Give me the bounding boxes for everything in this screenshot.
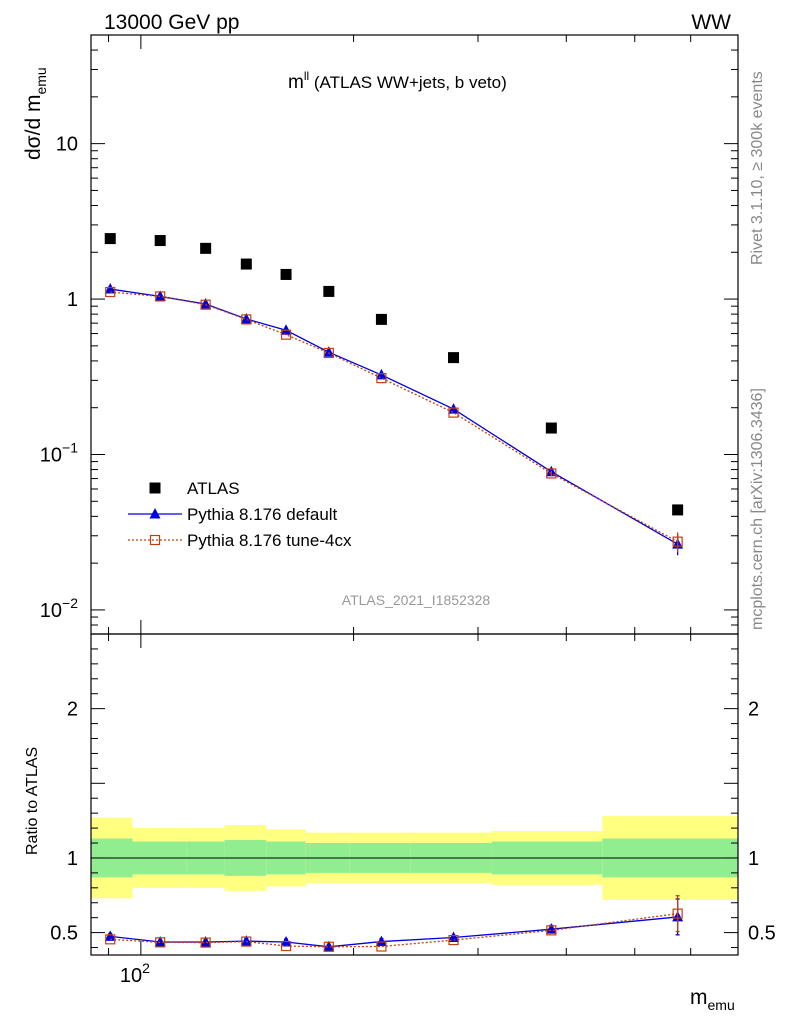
pythia-8-176-tune-4cx-point [323,347,334,359]
pythia-8-176-default-ratio-point [448,931,460,943]
axes [90,34,739,956]
y-tick-label: 10−1 [40,439,78,466]
ratio-plot-series [104,895,684,952]
rivet-version-label: Rivet 3.1.10, ≥ 300k events [749,71,766,265]
legend-marker-atlas [149,482,161,494]
ratio-tick-label-left: 2 [67,699,78,721]
legend-label-pythia-8-176-tune-4cx: Pythia 8.176 tune-4cx [187,531,352,550]
pythia-8-176-default-point [200,297,212,309]
pythia-8-176-default-point [323,346,335,357]
pythia-8-176-tune-4cx-point [448,407,459,418]
pythia-8-176-default-ratio-point [240,935,252,946]
atlas-point [240,258,252,270]
ratio-tick-label-left: 0.5 [50,923,78,945]
x-axis-label: memu [690,986,735,1013]
pythia-8-176-tune-4cx-point [155,291,166,302]
pythia-8-176-tune-4cx-ratio-point [241,936,252,947]
atlas-point [154,235,166,247]
ratio-tick-label-left: 1 [67,848,78,870]
legend-label-atlas: ATLAS [187,479,240,498]
main-plot-series [104,233,684,556]
atlas-point [545,422,557,434]
pythia-8-176-default-ratio-point [200,936,212,947]
pythia-8-176-tune-4cx-point [672,536,683,547]
x-tick-label: 102 [120,960,150,987]
pythia-8-176-default-ratio-point [545,923,557,934]
analysis-id-label: ATLAS_2021_I1852328 [342,592,491,608]
pythia-8-176-default-point [240,312,252,324]
atlas-point [672,504,684,516]
pythia-8-176-tune-4cx-line [110,291,678,543]
pythia-8-176-default-point [154,290,166,301]
pythia-8-176-tune-4cx-ratio-point [546,925,557,936]
pythia-8-176-tune-4cx-ratio-line [110,912,678,948]
pythia-8-176-tune-4cx-point [241,314,252,325]
pythia-8-176-tune-4cx-point [105,286,116,298]
pythia-8-176-default-ratio-point [154,936,166,947]
atlas-point [448,352,460,364]
pythia-8-176-tune-4cx-ratio-point [280,940,292,952]
pythia-8-176-tune-4cx-ratio-point [672,908,683,919]
pythia-8-176-tune-4cx-ratio-point [105,934,116,945]
mcplots-source-label: mcplots.cern.ch [arXiv:1306.3436] [749,388,766,630]
y-tick-label: 1 [67,289,78,311]
pythia-8-176-tune-4cx-ratio-point [448,934,459,946]
ratio-plot-frame [90,633,739,956]
legend-marker-pythia-8-176-default [149,508,161,519]
atlas-point [280,268,292,280]
ratio-tick-label-right: 2 [748,699,759,721]
atlas-point [323,285,335,297]
pythia-8-176-tune-4cx-point [376,373,387,384]
legend-label-pythia-8-176-default: Pythia 8.176 default [187,505,338,524]
pythia-8-176-tune-4cx-point [280,329,292,340]
pythia-8-176-default-ratio-point [104,930,116,941]
pythia-8-176-tune-4cx-ratio-point [155,937,166,948]
ratio-y-axis-label: Ratio to ATLAS [24,747,41,855]
pythia-8-176-tune-4cx-point [200,299,211,310]
y-tick-label: 10 [56,134,78,156]
atlas-point [104,233,116,245]
pythia-8-176-tune-4cx-ratio-point [323,941,334,952]
tick-labels: 10 1 10−1 10−2 2 2 1 1 0.5 0.5 102 [40,134,776,987]
pythia-8-176-default-ratio-point [323,940,335,952]
legend: ATLAS Pythia 8.176 default Pythia 8.176 tu… [128,479,352,550]
pythia-8-176-default-ratio-point [375,935,387,947]
ratio-tick-label-right: 0.5 [748,923,776,945]
ratio-tick-label-right: 1 [748,848,759,870]
pythia-8-176-tune-4cx-point [546,468,557,479]
pythia-8-176-tune-4cx-ratio-point [200,937,211,948]
pythia-8-176-tune-4cx-ratio-point [376,941,387,952]
pythia-8-176-default-point [104,283,116,294]
plot-title: mll (ATLAS WW+jets, b veto) [288,69,507,93]
atlas-point [375,313,387,325]
pythia-8-176-default-point [280,324,292,335]
atlas-point [200,242,212,254]
legend-marker-pythia-8-176-tune-4cx [149,534,161,546]
y-tick-label: 10−2 [40,595,78,622]
header-energy-label: 13000 GeV pp [104,11,239,34]
main-y-axis-label: dσ/d memu [22,67,49,160]
header-process-label: WW [691,11,731,34]
